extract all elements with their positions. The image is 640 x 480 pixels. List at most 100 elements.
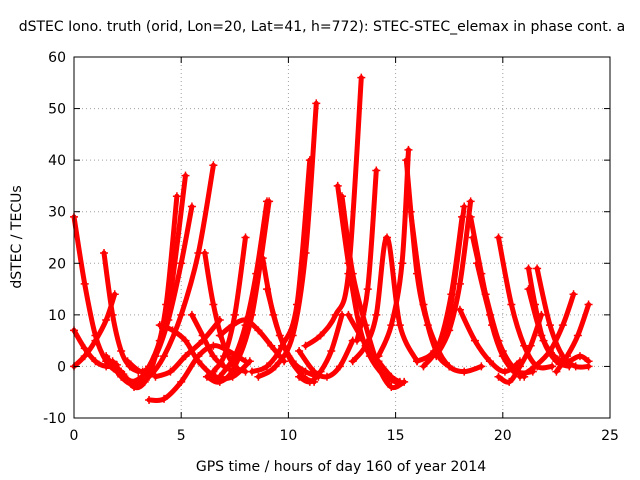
data-point [151,372,160,381]
data-point [515,362,524,371]
data-point [100,248,109,257]
data-point [485,357,494,366]
data-point [419,300,428,309]
data-point [108,310,117,319]
data-point [177,310,186,319]
data-point [584,300,593,309]
data-point [460,202,469,211]
data-point [215,331,224,340]
series-28 [353,166,381,345]
data-point [530,362,539,371]
data-point [181,352,190,361]
series-22 [295,336,357,381]
data-point [166,367,175,376]
x-tick-label: 20 [494,428,512,444]
y-tick-label: 40 [48,153,66,169]
data-point [209,300,218,309]
series-layer [70,73,593,404]
series-43 [552,300,593,376]
data-point [526,341,535,350]
data-point [202,372,211,381]
data-point [500,367,509,376]
data-point [102,316,111,325]
data-point [215,377,224,386]
data-point [383,233,392,242]
x-axis-label: GPS time / hours of day 160 of year 2014 [196,459,486,475]
data-point [398,259,407,268]
series-34 [432,197,475,361]
data-point [575,352,584,361]
data-point [571,362,580,371]
data-point [209,367,218,376]
data-point [402,156,411,165]
data-point [310,367,319,376]
series-curve [217,317,287,364]
data-point [445,326,454,335]
data-point [374,352,383,361]
data-point [445,362,454,371]
data-point [468,233,477,242]
data-point [569,290,578,299]
data-point [550,352,559,361]
data-point [477,362,486,371]
data-point [395,321,404,330]
data-point [209,352,218,361]
data-point [494,372,503,381]
data-point [209,341,218,350]
data-point [187,310,196,319]
x-tick-label: 0 [70,428,79,444]
series-curve [354,168,379,344]
series-31 [406,207,486,376]
series-20 [254,99,321,381]
series-curve [408,209,484,375]
data-point [230,310,239,319]
data-point [145,395,154,404]
data-point [80,352,89,361]
data-point [102,352,111,361]
data-point [181,336,190,345]
data-point [280,357,289,366]
series-curve [210,235,248,375]
series-14 [209,233,250,376]
data-point [563,352,572,361]
series-curve [249,157,313,375]
data-point [458,212,467,221]
data-point [187,202,196,211]
data-point [348,357,357,366]
data-point [327,346,336,355]
data-point [335,362,344,371]
data-point [254,372,263,381]
data-point [164,316,173,325]
data-point [322,372,331,381]
data-point [387,383,396,392]
data-point [160,394,169,403]
series-curve [118,193,180,391]
data-point [254,326,263,335]
data-point [245,357,254,366]
series-42 [515,290,578,381]
data-point [455,305,464,314]
plot-frame [73,56,611,419]
data-point [548,362,557,371]
data-point [110,290,119,299]
data-point [262,285,271,294]
data-point [155,321,164,330]
data-point [198,331,207,340]
data-point [301,367,310,376]
data-point [262,362,271,371]
data-point [331,310,340,319]
y-tick-label: 60 [48,50,66,66]
data-point [344,310,353,319]
data-point [258,254,267,263]
data-point [432,352,441,361]
series-curve [421,214,465,369]
data-point [288,331,297,340]
data-point [80,344,89,353]
y-axis-label: dSTEC / TECUs [9,185,25,288]
data-point [172,192,181,201]
data-point [361,341,370,350]
data-point [533,264,542,273]
data-point [498,346,507,355]
data-point [348,269,357,278]
